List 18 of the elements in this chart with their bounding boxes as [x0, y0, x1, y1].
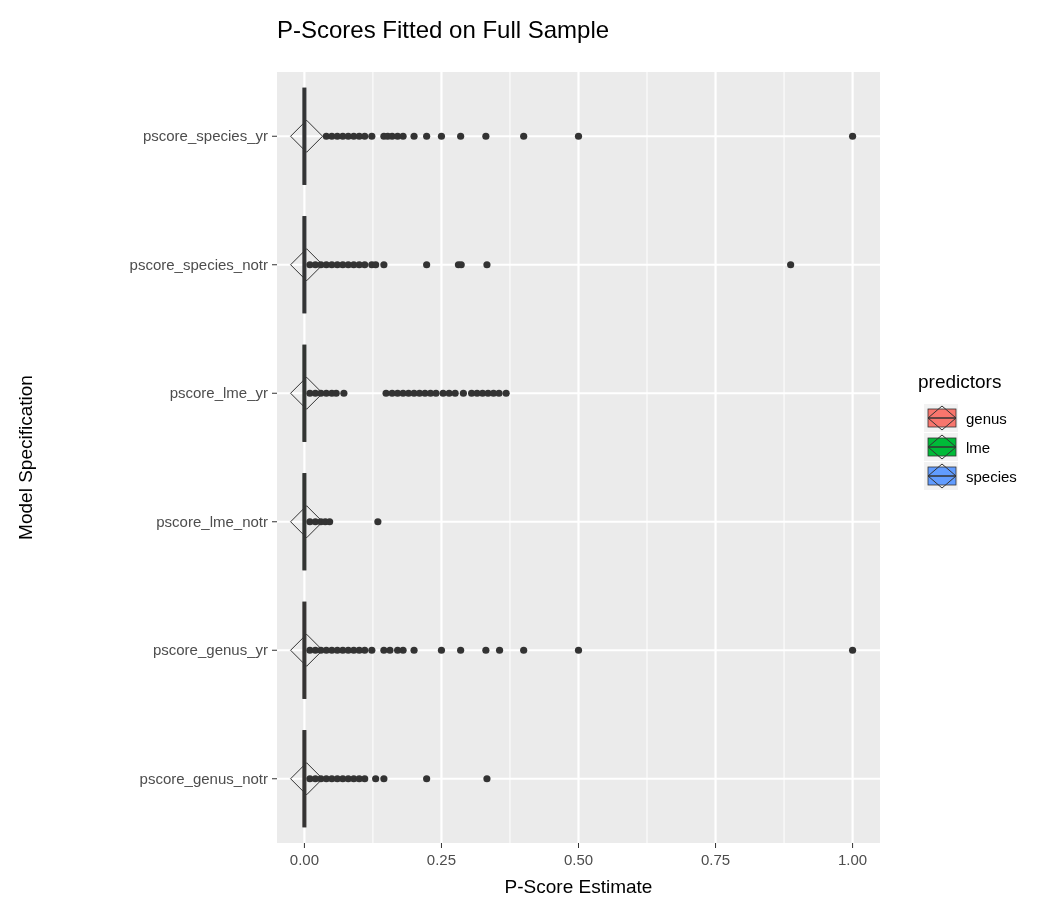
legend-label: species [966, 468, 1017, 485]
y-tick-label: pscore_lme_yr [169, 384, 268, 402]
x-tick-label: 0.50 [563, 851, 594, 868]
y-tick-label: pscore_species_yr [142, 127, 268, 145]
legend-label: genus [966, 410, 1007, 427]
legend-label: lme [966, 439, 991, 456]
chart-title: P-Scores Fitted on Full Sample [277, 16, 610, 43]
y-tick-label: pscore_genus_notr [139, 769, 268, 787]
x-tick-label: 0.00 [289, 851, 320, 868]
x-tick-label: 1.00 [837, 851, 868, 868]
y-axis-title: Model Specification [15, 375, 36, 540]
y-tick-label: pscore_genus_yr [152, 641, 268, 659]
x-tick-label: 0.25 [426, 851, 457, 868]
legend-title: predictors [918, 371, 1002, 392]
y-tick-label: pscore_lme_notr [156, 512, 268, 530]
x-tick-label: 0.75 [700, 851, 731, 868]
x-axis-title: P-Score Estimate [504, 876, 653, 897]
y-tick-label: pscore_species_notr [129, 255, 268, 273]
